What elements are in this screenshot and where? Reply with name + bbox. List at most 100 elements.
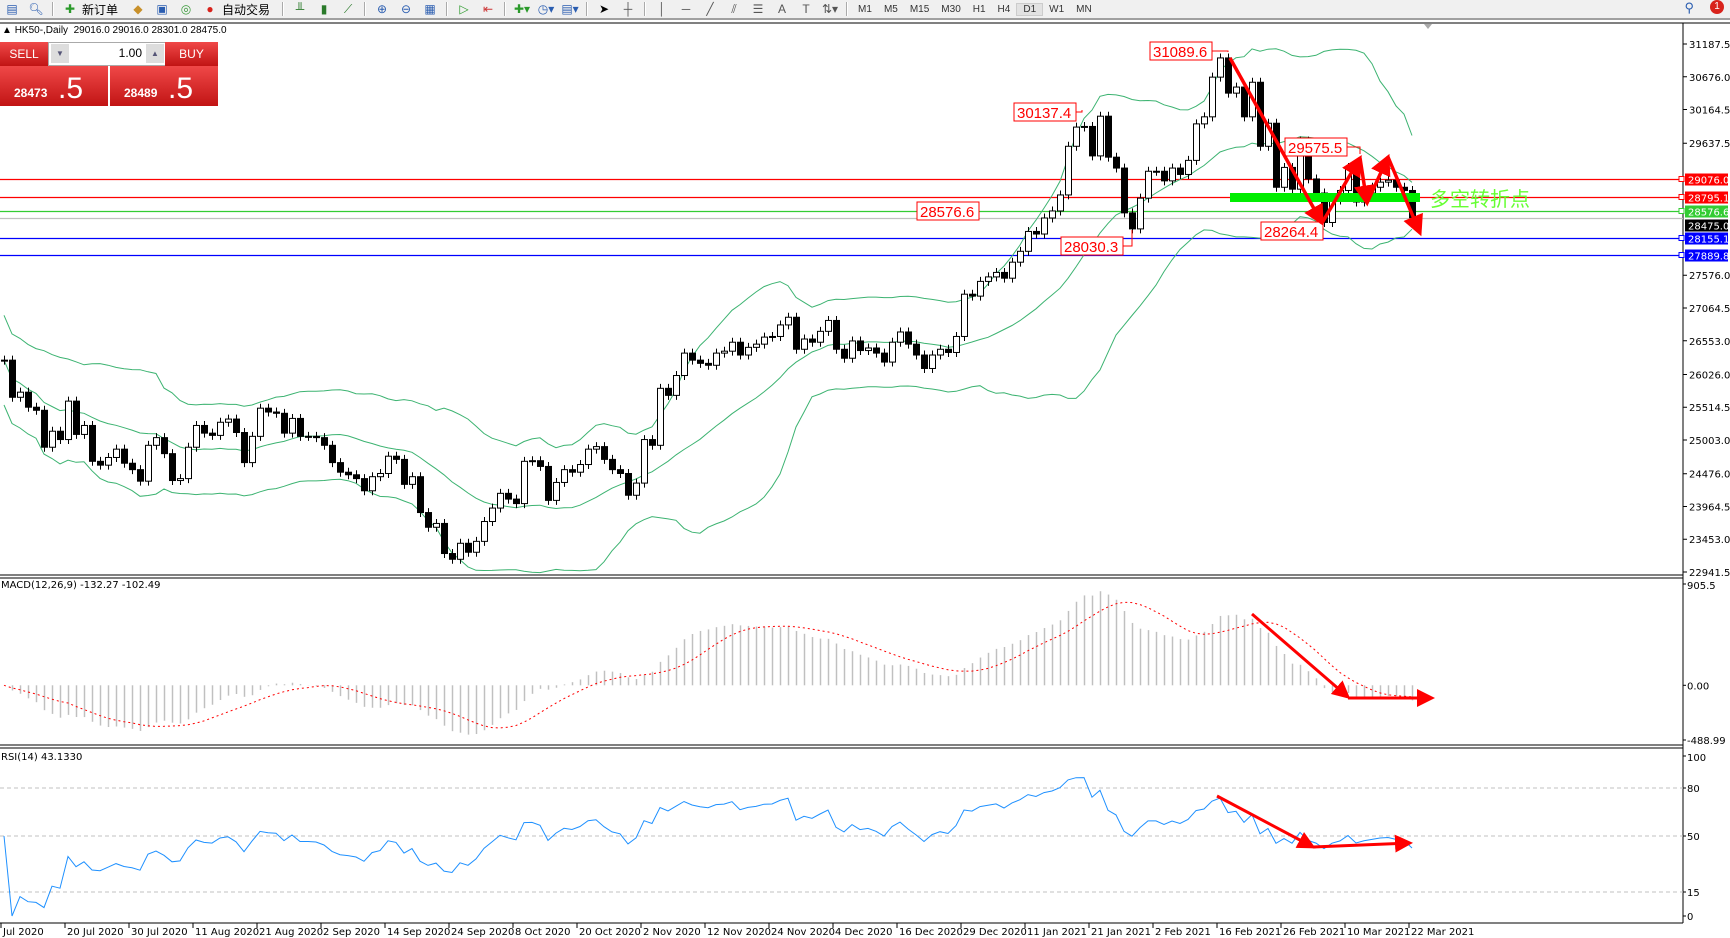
toolbar-separator	[364, 2, 367, 16]
buy-button[interactable]: BUY	[165, 42, 218, 66]
server-icon[interactable]: ▣	[156, 2, 168, 16]
crosshair-icon[interactable]: ┼	[623, 2, 633, 16]
candle	[1073, 122, 1080, 151]
zoom-out-icon[interactable]: ⊖	[401, 2, 412, 16]
notification-badge[interactable]: 1	[1710, 0, 1724, 14]
level-price-tag	[1685, 249, 1728, 262]
candle-body	[945, 348, 952, 353]
candle-body	[193, 424, 200, 448]
vline-icon[interactable]: │	[658, 2, 666, 16]
candle	[1, 355, 8, 365]
collapse-triangle-icon[interactable]: ▲	[2, 25, 12, 36]
candle-body	[873, 347, 880, 354]
bucket-icon[interactable]: ◆	[133, 2, 143, 16]
candle	[393, 451, 400, 464]
trendline-icon[interactable]: ╱	[706, 2, 714, 16]
line-chart-icon[interactable]: ⟋	[343, 2, 353, 16]
candle	[185, 442, 192, 484]
sell-price[interactable]: 28473 .5	[0, 66, 108, 106]
zoom-icon[interactable]: 🔍︎	[28, 2, 44, 16]
annotation-price-label: 28576.6	[920, 204, 974, 221]
timeframe-m5[interactable]: M5	[883, 3, 898, 15]
sell-button[interactable]: SELL	[0, 42, 48, 66]
candle-body	[145, 444, 152, 482]
candle	[1281, 162, 1288, 192]
lot-increase-button[interactable]: ▲	[146, 44, 164, 63]
zoom-in-icon[interactable]: ⊕	[377, 2, 388, 16]
level-price-label: 28795.1	[1688, 194, 1729, 205]
shift-icon[interactable]: ⇤	[483, 2, 494, 16]
candle	[697, 355, 704, 368]
annotation-box	[1149, 41, 1213, 61]
candle-body	[1153, 170, 1160, 173]
candle-body	[1089, 125, 1096, 157]
candle	[689, 348, 696, 365]
period-icon[interactable]: ◷▾	[537, 2, 555, 16]
new-order-icon[interactable]: ✚	[64, 2, 76, 16]
candle-body	[89, 424, 96, 462]
candle-body	[153, 437, 160, 446]
candle-body	[225, 418, 232, 423]
candle-body	[713, 352, 720, 366]
lot-decrease-button[interactable]: ▼	[51, 44, 69, 63]
buy-price[interactable]: 28489 .5	[110, 66, 218, 106]
candle-body	[857, 340, 864, 352]
candle-body	[521, 460, 528, 505]
indicators-icon[interactable]: ✚▾	[513, 2, 531, 16]
timeframe-m15[interactable]: M15	[909, 3, 930, 15]
candle	[777, 320, 784, 341]
timeframe-m1[interactable]: M1	[858, 3, 872, 15]
label-icon[interactable]: T	[802, 2, 810, 16]
timeframe-h1[interactable]: H1	[972, 3, 986, 15]
candle-body	[1201, 116, 1208, 125]
candle	[1169, 163, 1176, 186]
timeframe-h4[interactable]: H4	[997, 3, 1011, 15]
timeframe-w1[interactable]: W1	[1049, 3, 1065, 15]
timeframe-d1[interactable]: D1	[1016, 2, 1044, 16]
candle-body	[777, 324, 784, 337]
timeframe-m30[interactable]: M30	[941, 3, 961, 15]
candle-body	[1377, 181, 1384, 188]
text-icon[interactable]: A	[778, 2, 787, 16]
candle-chart-icon[interactable]: ▮	[320, 2, 328, 16]
tile-icon[interactable]: ▦	[424, 2, 436, 16]
date-tick-label: 22 Mar 2021	[1411, 927, 1474, 938]
list-icon[interactable]: ▤	[6, 2, 18, 16]
scroll-icon[interactable]: ▷	[459, 2, 469, 16]
fibo-icon[interactable]: ☰	[752, 2, 764, 16]
candle	[945, 344, 952, 357]
candle-body	[953, 335, 960, 353]
candle-body	[1273, 122, 1280, 188]
date-tick-label: 14 Sep 2020	[387, 927, 450, 938]
search-icon[interactable]: ⚲	[1684, 0, 1694, 15]
arrows-icon[interactable]: ⇅▾	[821, 2, 839, 16]
auto-trading-icon[interactable]: ●	[206, 2, 214, 16]
signal-icon[interactable]: ◎	[180, 2, 192, 16]
date-tick-label: 21 Aug 2020	[259, 927, 323, 938]
candle	[761, 332, 768, 349]
timeframe-mn[interactable]: MN	[1076, 3, 1092, 15]
macd-trend-arrow	[1251, 612, 1351, 699]
pivot-zone-label: 多空转折点	[1430, 187, 1530, 211]
level-handle	[1678, 208, 1685, 214]
level-handle	[1678, 176, 1685, 182]
templates-icon[interactable]: ▤▾	[561, 2, 579, 16]
candle-body	[401, 458, 408, 485]
new-order-button[interactable]: 新订单	[82, 2, 119, 17]
channel-icon[interactable]: ⫽	[731, 2, 737, 16]
bar-chart-icon[interactable]: ╨	[295, 2, 305, 16]
auto-trading-button[interactable]: 自动交易	[222, 2, 271, 17]
candle	[201, 420, 208, 438]
ohlc-values: 29016.0 29016.0 28301.0 28475.0	[73, 25, 227, 36]
candle-body	[905, 331, 912, 345]
candle-body	[585, 448, 592, 466]
rsi-line	[3, 777, 1413, 917]
hline-icon[interactable]: ─	[681, 2, 691, 16]
candle-body	[1009, 261, 1016, 279]
candle	[505, 488, 512, 504]
candle-body	[1057, 194, 1064, 212]
cursor-icon[interactable]: ➤	[599, 2, 610, 16]
candle	[1121, 163, 1128, 218]
lot-size-input[interactable]: ▼ 1.00 ▲	[48, 42, 167, 66]
